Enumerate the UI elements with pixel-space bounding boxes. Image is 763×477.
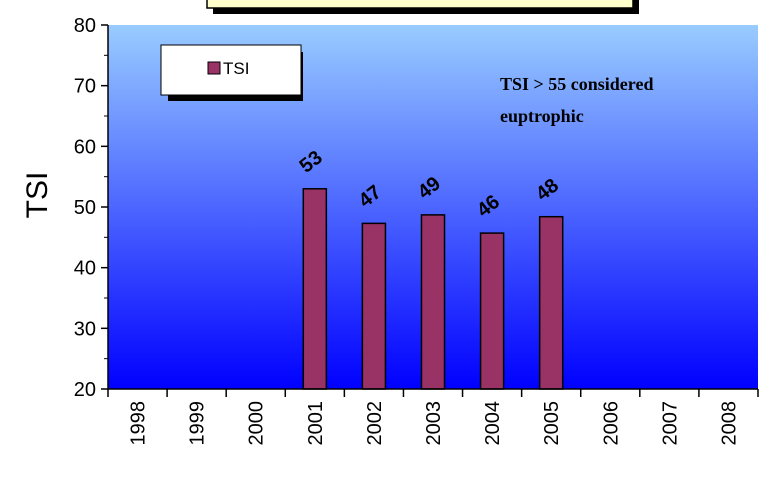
y-ticks: 20 30 40 50 60 70 80 <box>74 15 108 401</box>
x-tick-label: 2002 <box>364 401 386 446</box>
bar-2004 <box>479 232 505 390</box>
annotation-line-2: euptrophic <box>500 106 584 126</box>
x-ticks: 1998 1999 2000 2001 2002 2003 2004 2005 2006 2007… <box>107 389 759 446</box>
y-tick-label: 30 <box>74 318 96 340</box>
x-tick-label: 2004 <box>482 401 504 446</box>
x-tick-label: 2003 <box>423 401 445 446</box>
x-tick-label: 2001 <box>305 401 327 446</box>
x-tick-label: 1999 <box>187 401 209 446</box>
bar-2003 <box>420 214 446 390</box>
x-tick-label: 2008 <box>718 401 740 446</box>
bar-2005 <box>538 215 564 390</box>
x-tick-label: 2006 <box>600 401 622 446</box>
y-tick-label: 40 <box>74 258 96 280</box>
legend-label-tsi: TSI <box>223 59 249 78</box>
y-tick-label: 70 <box>74 76 96 98</box>
bars-layer <box>302 188 564 390</box>
x-tick-label: 2007 <box>659 401 681 446</box>
x-tick-label: 2000 <box>246 401 268 446</box>
bar-2002 <box>361 222 387 390</box>
legend-swatch-tsi <box>207 61 221 75</box>
x-tick-label: 2005 <box>541 401 563 446</box>
y-tick-label: 60 <box>74 136 96 158</box>
annotation-line-1: TSI > 55 considered <box>500 74 653 94</box>
annotation: TSI > 55 considered euptrophic <box>500 74 653 126</box>
y-tick-label: 80 <box>74 15 96 37</box>
title-box <box>206 0 639 14</box>
bar-2001 <box>302 188 328 390</box>
y-axis-label: TSI <box>21 172 54 219</box>
y-tick-label: 20 <box>74 379 96 401</box>
legend: TSI <box>160 44 303 101</box>
y-tick-label: 50 <box>74 197 96 219</box>
x-tick-label: 1998 <box>128 401 150 446</box>
